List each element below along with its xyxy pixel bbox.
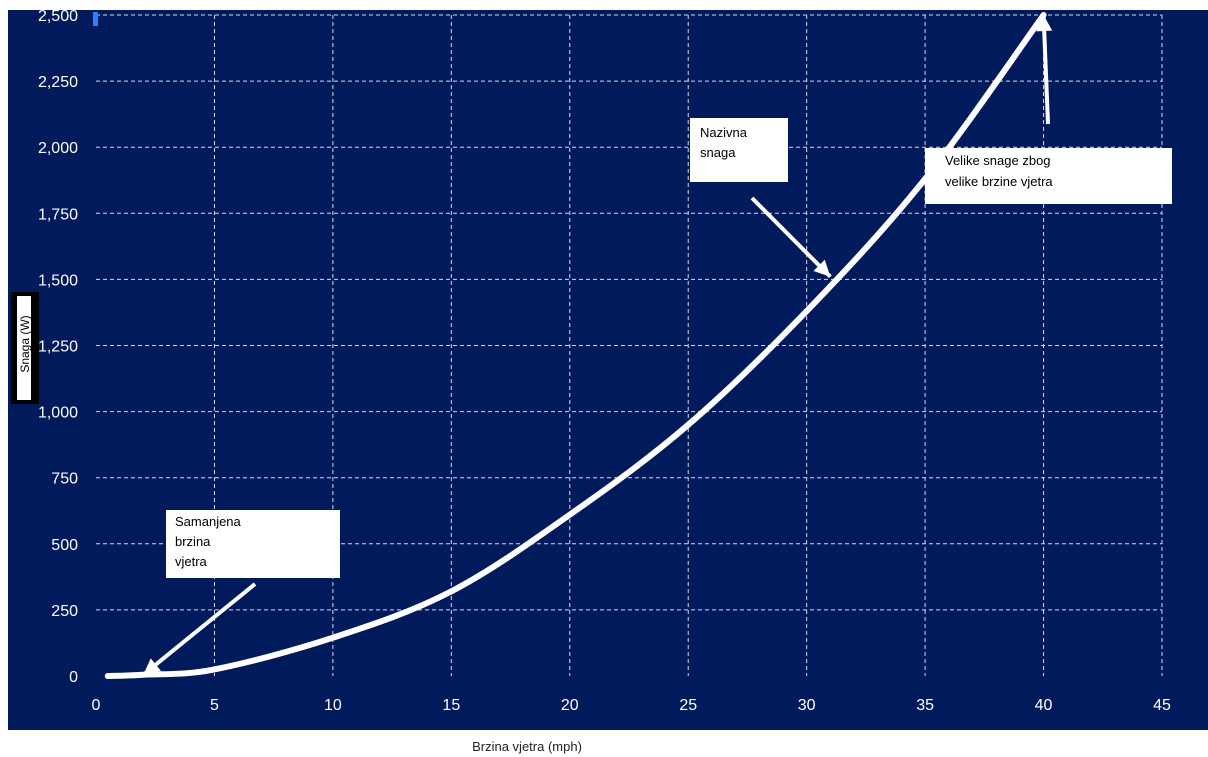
x-tick-label: 25 (679, 697, 697, 714)
series (104, 12, 1047, 679)
x-tick-label: 45 (1153, 697, 1171, 714)
annotation-arrow-shaft (750, 196, 832, 279)
y-tick-label: 250 (51, 603, 78, 620)
y-tick-label: 1,000 (38, 405, 78, 422)
y-axis-label: Snaga (W) (18, 315, 32, 372)
annotation-arrow-head (143, 658, 161, 675)
y-tick-label: 750 (51, 471, 78, 488)
y-tick-label: 1,750 (38, 206, 78, 223)
y-tick-label: 1,500 (38, 272, 78, 289)
x-tick-label: 40 (1035, 697, 1053, 714)
annotation-text: Samanjena (175, 514, 242, 529)
y-tick-label: 2,500 (38, 8, 78, 25)
annotation-box (690, 118, 788, 182)
annotation-arrow-shaft (1041, 14, 1050, 125)
annotation-text: brzina (175, 534, 211, 549)
x-tick-label: 35 (916, 697, 934, 714)
axis-marker (93, 12, 98, 26)
power-curve (104, 12, 1047, 679)
x-tick-label: 0 (92, 697, 101, 714)
y-tick-label: 2,250 (38, 74, 78, 91)
plot-background (8, 10, 1208, 730)
x-tick-label: 20 (561, 697, 579, 714)
annotation-box (925, 148, 1172, 204)
annotation-text: Velike snage zbog (945, 153, 1051, 168)
annotation-text: Nazivna (700, 125, 748, 140)
annotation-text: snaga (700, 145, 736, 160)
annotation-box (166, 510, 340, 578)
annotation-text: vjetra (175, 554, 208, 569)
tick-labels: 0 5 10 15 20 25 30 35 40 45 0 250 500 750 1,000 1,250 1,… (38, 8, 1171, 714)
y-tick-label: 2,000 (38, 140, 78, 157)
x-tick-label: 10 (324, 697, 342, 714)
annotation-text: velike brzine vjetra (945, 174, 1053, 189)
x-tick-label: 15 (442, 697, 460, 714)
y-axis-label-background (17, 296, 31, 400)
grid (96, 14, 1163, 676)
annotation-arrow-head (1036, 15, 1053, 32)
y-tick-label: 500 (51, 537, 78, 554)
x-tick-label: 5 (210, 697, 219, 714)
x-tick-label: 30 (798, 697, 816, 714)
annotations: Samanjena brzina vjetra Nazivna snaga Velike … (142, 14, 1172, 677)
y-tick-label: 0 (69, 669, 78, 686)
annotation-arrow-shaft (142, 582, 257, 677)
x-axis-label: Brzina vjetra (mph) (472, 739, 582, 754)
annotation-arrow-head (813, 259, 831, 277)
y-tick-label: 1,250 (38, 339, 78, 356)
